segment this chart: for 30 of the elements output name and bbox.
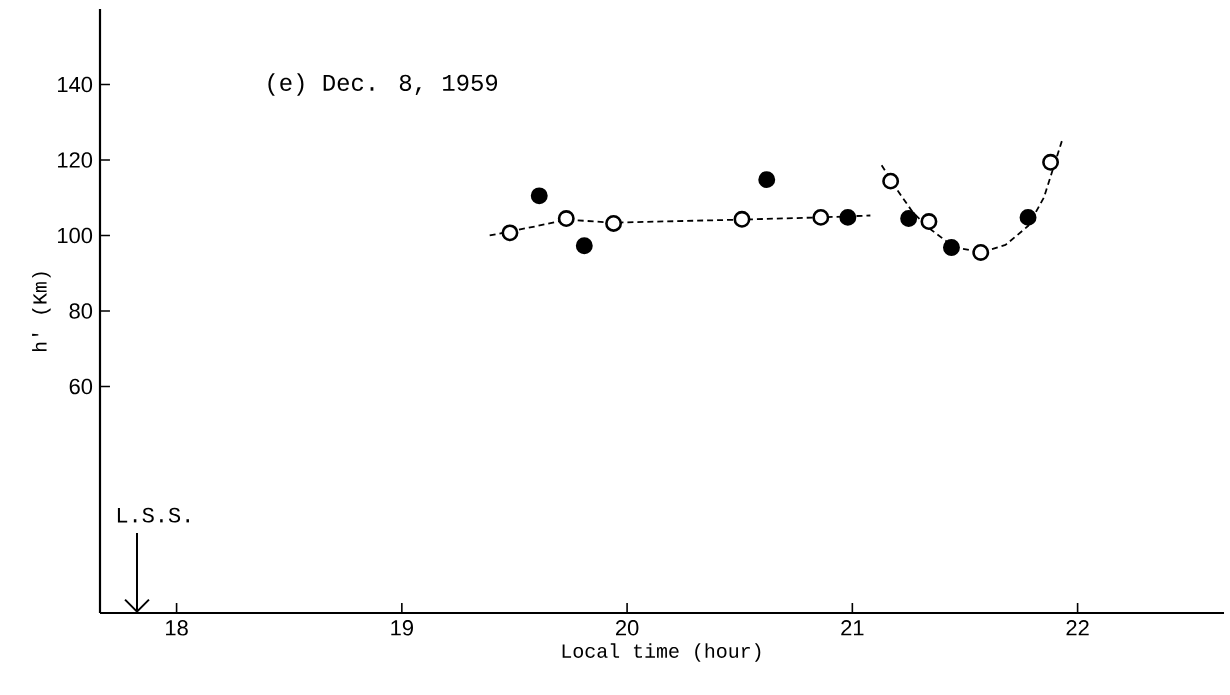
point	[530, 187, 548, 205]
point	[501, 224, 519, 242]
point	[557, 210, 575, 227]
x-tick-label: 18	[166, 620, 188, 636]
point	[733, 210, 751, 228]
x-tick-label: 19	[391, 620, 413, 636]
y-axis-title: h' (Km)	[32, 272, 51, 352]
x-tick-label: 22	[1066, 620, 1089, 636]
point	[605, 214, 623, 232]
y-tick-label: 100	[58, 227, 93, 244]
x-tick-label: 20	[616, 620, 639, 636]
point	[920, 213, 938, 230]
point	[1019, 208, 1037, 226]
y-tick-label: 80	[69, 303, 93, 319]
point	[900, 210, 918, 227]
y-tick-label: 60	[69, 378, 93, 395]
text: (e) Dec. 8, 1959	[268, 73, 498, 96]
x-axis-title: Local time (hour)	[562, 643, 761, 662]
point	[972, 244, 990, 261]
point	[882, 172, 900, 190]
x-tick-label: 21	[841, 620, 864, 636]
y-tick-label: 140	[58, 76, 93, 93]
point	[575, 237, 593, 255]
point	[942, 239, 960, 257]
point	[758, 171, 776, 189]
point	[812, 208, 830, 226]
point	[1042, 153, 1060, 171]
annotation: L.S.S.	[117, 507, 189, 523]
point	[839, 208, 857, 226]
y-tick-label: 120	[58, 152, 93, 168]
